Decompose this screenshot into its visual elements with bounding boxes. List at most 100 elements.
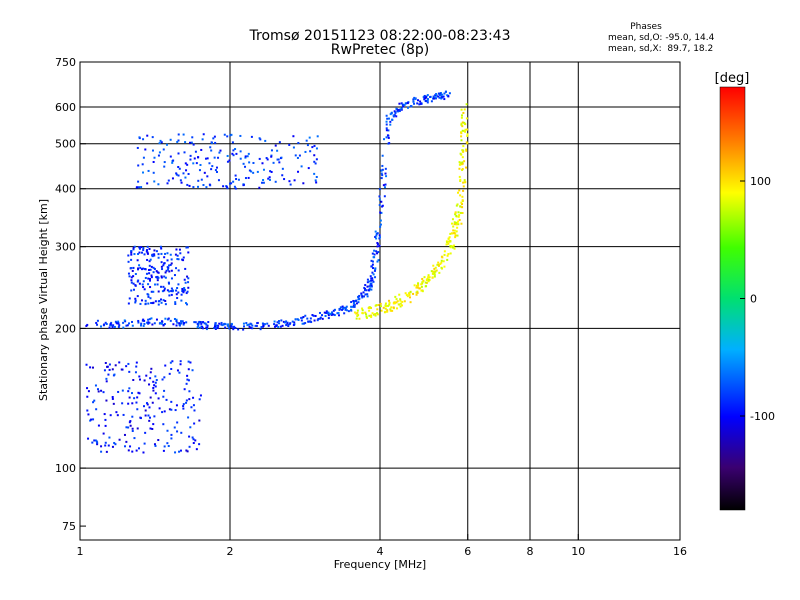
data-point <box>353 303 356 306</box>
data-point <box>175 267 178 270</box>
data-point <box>361 309 364 312</box>
data-point <box>463 108 466 111</box>
data-point <box>361 312 364 315</box>
data-point <box>151 136 154 139</box>
data-point <box>407 292 410 295</box>
data-point <box>158 142 161 145</box>
data-point <box>97 424 100 427</box>
data-point <box>185 292 188 295</box>
data-point <box>462 181 465 184</box>
data-point <box>149 427 152 430</box>
data-point <box>141 163 144 166</box>
data-point <box>148 318 151 321</box>
data-point <box>155 276 158 279</box>
data-point <box>409 296 412 299</box>
data-point <box>193 422 196 425</box>
data-point <box>442 95 445 98</box>
data-point <box>200 322 203 325</box>
data-point <box>325 312 328 315</box>
data-point <box>221 324 224 327</box>
data-point <box>371 263 374 266</box>
data-point <box>255 324 258 327</box>
data-point <box>466 134 469 137</box>
data-point <box>382 184 385 187</box>
data-point <box>466 133 469 136</box>
data-point <box>188 184 191 187</box>
x-axis-label: Frequency [MHz] <box>334 558 426 571</box>
data-point <box>187 286 190 289</box>
data-point <box>167 179 170 182</box>
data-point <box>450 222 453 225</box>
data-point <box>244 165 247 168</box>
data-point <box>355 317 358 320</box>
data-point <box>185 449 188 452</box>
data-point <box>130 276 133 279</box>
data-point <box>281 324 284 327</box>
data-point <box>191 136 194 139</box>
data-point <box>462 111 465 114</box>
data-point <box>105 380 108 383</box>
data-point <box>453 229 456 232</box>
data-point <box>118 361 121 364</box>
data-point <box>440 255 443 258</box>
data-point <box>465 117 468 120</box>
data-point <box>281 174 284 177</box>
data-point <box>459 179 462 182</box>
data-point <box>272 161 275 164</box>
data-point <box>283 178 286 181</box>
data-point <box>176 287 179 290</box>
data-point <box>112 402 115 405</box>
data-point <box>176 297 179 300</box>
data-point <box>242 162 245 165</box>
data-point <box>374 230 377 233</box>
data-point <box>389 123 392 126</box>
data-point <box>378 195 381 198</box>
data-point <box>384 305 387 308</box>
data-point <box>254 324 257 327</box>
data-point <box>433 272 436 275</box>
data-point <box>177 152 180 155</box>
data-point <box>168 270 171 273</box>
data-point <box>300 165 303 168</box>
data-point <box>330 313 333 316</box>
data-point <box>179 252 182 255</box>
data-point <box>455 214 458 217</box>
data-point <box>453 247 456 250</box>
data-point <box>394 295 397 298</box>
data-point <box>381 164 384 167</box>
data-point <box>226 154 229 157</box>
data-point <box>143 405 146 408</box>
data-point <box>358 294 361 297</box>
data-point <box>459 162 462 165</box>
data-point <box>375 304 378 307</box>
data-point <box>169 253 172 256</box>
data-point <box>222 185 225 188</box>
data-point <box>142 318 145 321</box>
data-point <box>169 138 172 141</box>
data-point <box>129 445 132 448</box>
data-point <box>450 232 453 235</box>
data-point <box>162 423 165 426</box>
data-point <box>168 282 171 285</box>
data-point <box>94 384 97 387</box>
data-point <box>132 248 135 251</box>
data-point <box>125 324 128 327</box>
data-point <box>134 284 137 287</box>
data-point <box>462 189 465 192</box>
data-point <box>177 291 180 294</box>
data-point <box>368 288 371 291</box>
data-point <box>139 378 142 381</box>
data-point <box>443 253 446 256</box>
data-point <box>282 320 285 323</box>
data-point <box>127 254 130 257</box>
data-point <box>142 156 145 159</box>
data-point <box>415 286 418 289</box>
x-tick-label: 2 <box>227 545 234 558</box>
data-point <box>393 110 396 113</box>
data-point <box>163 389 166 392</box>
data-point <box>179 179 182 182</box>
data-point <box>389 120 392 123</box>
data-point <box>339 306 342 309</box>
data-point <box>259 328 262 331</box>
